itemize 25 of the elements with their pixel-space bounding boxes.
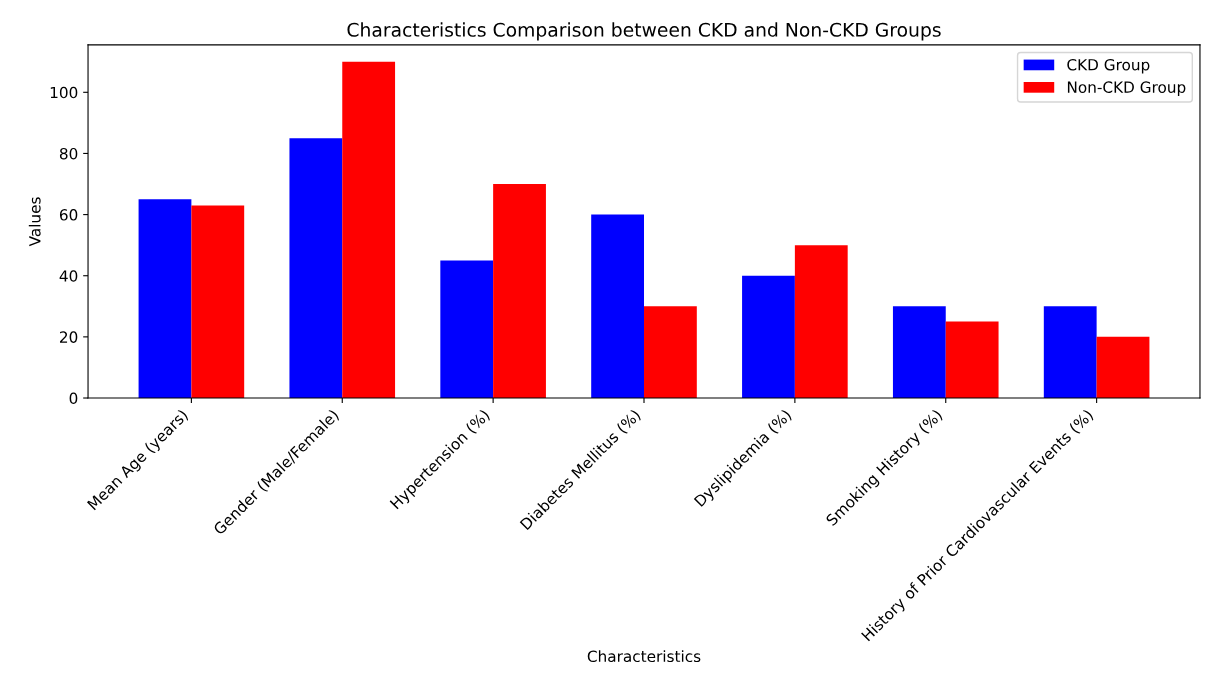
bar: [591, 214, 644, 399]
y-tick-label: 20: [59, 331, 78, 343]
chart-title: Characteristics Comparison between CKD and Non-CKD Groups: [347, 22, 941, 41]
bar: [342, 61, 396, 399]
bar: [493, 184, 546, 399]
legend-label: Non-CKD Group: [1067, 81, 1186, 96]
bar: [440, 260, 494, 399]
bar: [1096, 336, 1150, 399]
bar: [289, 138, 343, 399]
bar: [945, 321, 999, 399]
y-axis-title: Values: [28, 197, 41, 247]
x-axis-title: Characteristics: [587, 650, 701, 663]
bar: [742, 275, 795, 399]
y-tick-label: 60: [59, 209, 78, 221]
bar: [644, 306, 697, 399]
bar: [1043, 306, 1097, 399]
legend-label: CKD Group: [1067, 58, 1150, 74]
bar: [892, 306, 946, 399]
bar: [138, 199, 192, 399]
y-tick-label: 0: [69, 392, 78, 405]
bar: [794, 245, 848, 399]
y-tick-label: 40: [59, 270, 78, 282]
y-tick-label: 80: [59, 147, 78, 160]
y-tick-label: 100: [50, 86, 78, 99]
bar: [191, 205, 245, 399]
